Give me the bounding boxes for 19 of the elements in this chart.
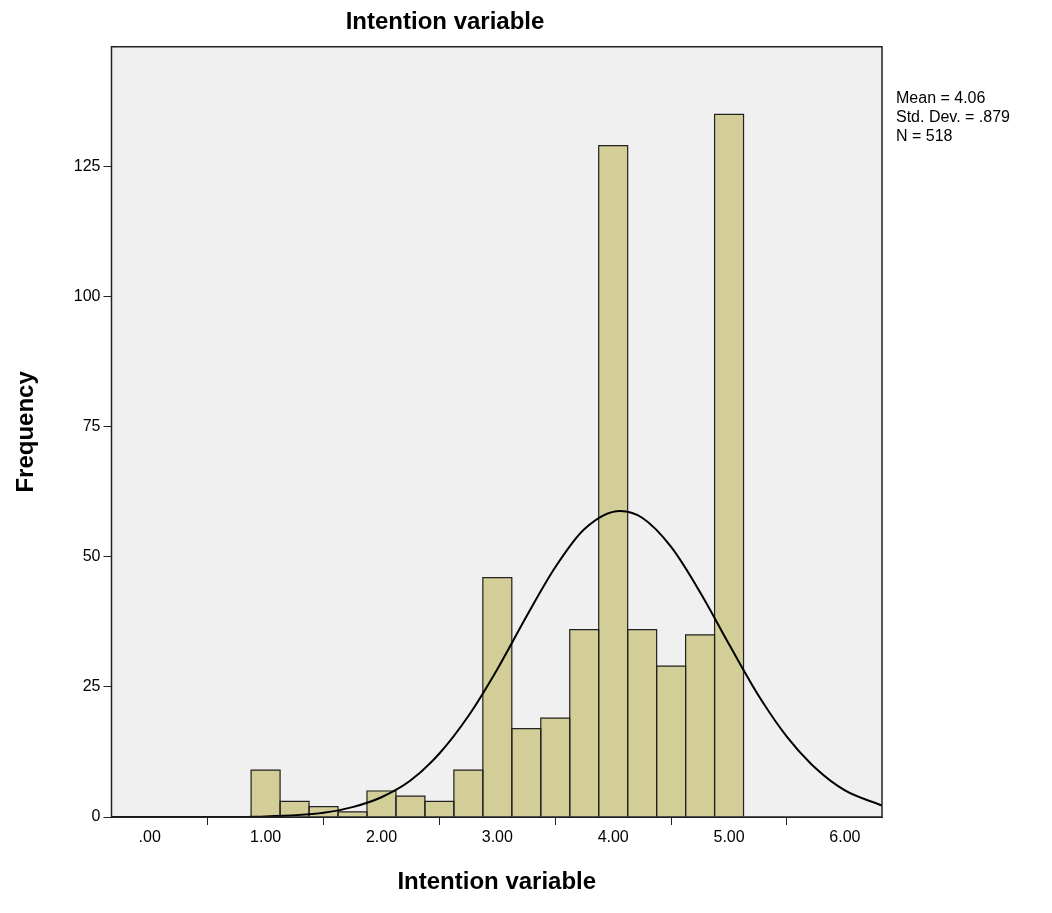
x-tick-label: 4.00	[597, 828, 629, 846]
x-tick-label: 1.00	[250, 828, 282, 846]
y-tick-label: 75	[82, 417, 101, 435]
x-axis-title: Intention variable	[397, 867, 597, 895]
y-tick-label: 0	[91, 807, 101, 825]
y-tick-label: 50	[82, 547, 101, 565]
y-tick-label: 100	[73, 287, 101, 304]
text: N = 518	[896, 127, 953, 145]
x-tick-label: 6.00	[829, 828, 861, 846]
x-tick-label: 3.00	[481, 828, 513, 846]
text: Std. Dev. = .879	[896, 108, 1011, 126]
text: Mean = 4.06	[896, 89, 986, 107]
x-tick-label: .00	[138, 828, 161, 846]
chart-title: Intention variable	[345, 7, 545, 35]
y-tick-label: 25	[82, 677, 101, 695]
x-tick-label: 2.00	[365, 828, 398, 846]
y-tick-label: 125	[73, 156, 101, 174]
y-axis-title: Frequency	[11, 370, 39, 493]
x-tick-label: 5.00	[713, 828, 745, 846]
